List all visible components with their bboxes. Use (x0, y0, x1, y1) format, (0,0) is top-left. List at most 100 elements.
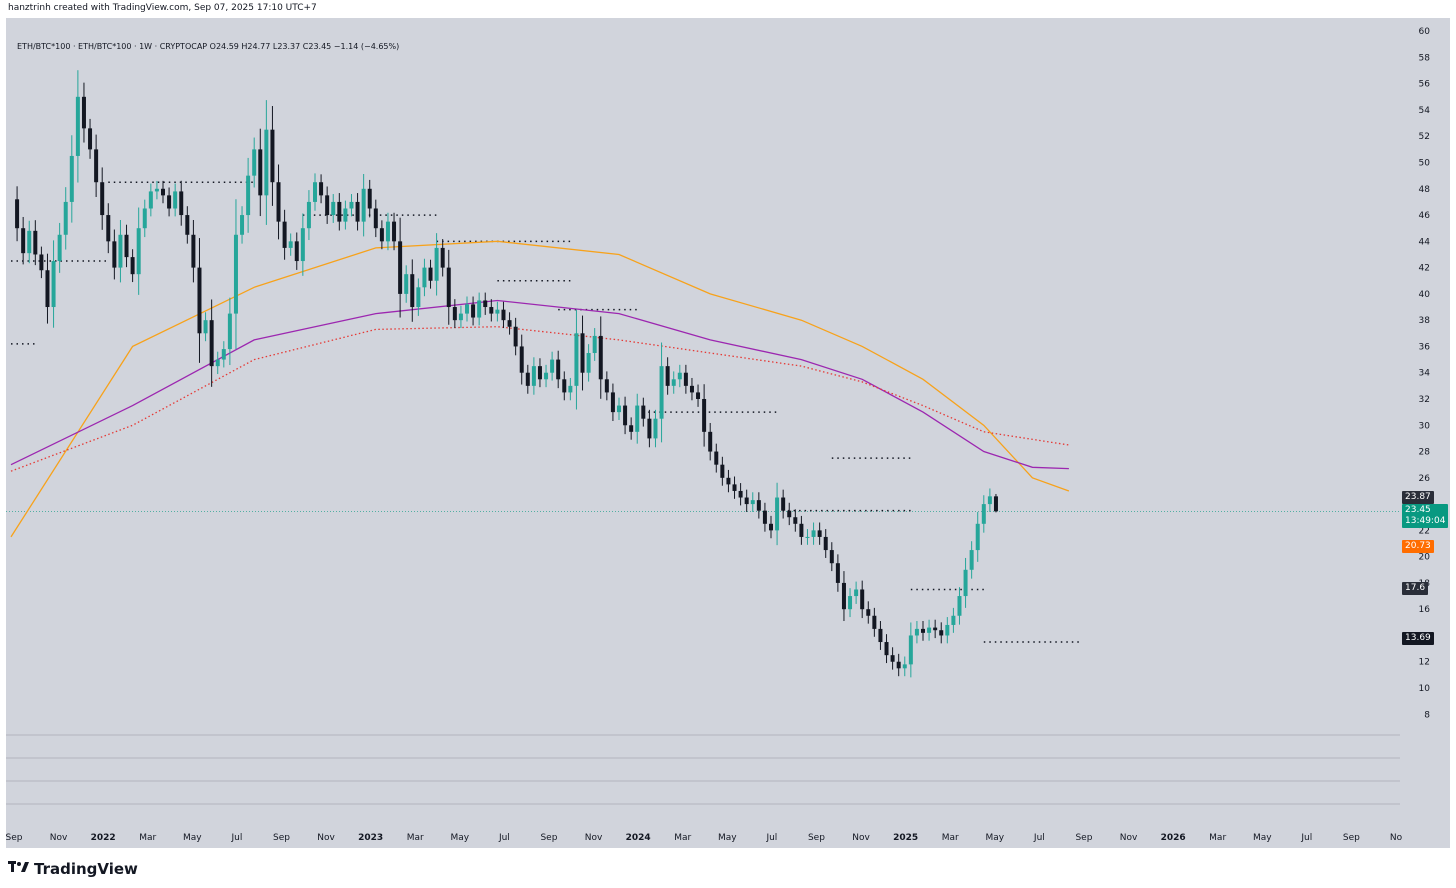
red-moving-average (10, 326, 1069, 472)
x-tick-label: May (1253, 833, 1272, 843)
symbol-legend[interactable]: ETH/BTC*100 · ETH/BTC*100 · 1W · CRYPTOC… (17, 42, 400, 51)
moving-averages (10, 240, 1070, 538)
bullish-candle (300, 228, 305, 262)
bearish-candle (781, 497, 786, 511)
bearish-candle (562, 379, 567, 393)
bullish-candle (75, 96, 80, 156)
bullish-candle (306, 201, 311, 229)
bearish-candle (161, 188, 165, 196)
bullish-candle (969, 550, 974, 570)
bearish-candle (866, 609, 871, 616)
x-tick-label: 2023 (358, 833, 383, 843)
bullish-candle (750, 500, 755, 505)
bullish-candle (902, 664, 907, 669)
bullish-candle (951, 615, 956, 625)
x-tick-label: Sep (6, 833, 23, 843)
bullish-candle (27, 230, 32, 254)
support-price-label: 17.6 (1402, 582, 1429, 595)
bullish-candle (465, 304, 469, 314)
bearish-candle (744, 497, 749, 505)
bearish-candle (829, 550, 834, 564)
bullish-candle (215, 359, 220, 367)
bullish-candle (659, 366, 664, 419)
bearish-candle (513, 326, 518, 347)
bullish-candle (240, 215, 245, 235)
bearish-candle (933, 627, 938, 631)
bearish-candle (88, 128, 93, 150)
bearish-candle (167, 195, 172, 209)
bearish-candle (939, 630, 944, 636)
chart-frame[interactable]: 8101214161820222426283032343638404244464… (6, 18, 1450, 848)
y-tick-label: 30 (1419, 421, 1431, 431)
bearish-candle (878, 628, 883, 643)
bullish-candle (811, 530, 816, 537)
y-tick-label: 32 (1419, 395, 1430, 405)
y-tick-label: 50 (1419, 159, 1431, 169)
y-tick-label: 56 (1419, 80, 1431, 90)
bullish-candle (148, 191, 153, 209)
x-tick-label: Mar (942, 833, 959, 843)
bullish-candle (477, 300, 482, 318)
x-tick-label: No (1390, 833, 1403, 843)
x-tick-label: Sep (1343, 833, 1360, 843)
bearish-candle (835, 563, 840, 583)
bearish-candle (124, 234, 129, 258)
y-tick-label: 10 (1419, 684, 1431, 694)
x-tick-label: 2024 (626, 833, 651, 843)
y-tick-label: 58 (1419, 53, 1431, 63)
bullish-candle (227, 313, 232, 350)
bearish-candle (282, 221, 287, 248)
y-tick-label: 22 (1419, 526, 1430, 536)
bearish-candle (483, 300, 488, 308)
bearish-candle (446, 267, 451, 308)
bullish-candle (586, 353, 591, 373)
bearish-candle (860, 589, 865, 610)
x-tick-label: 2025 (893, 833, 918, 843)
x-tick-label: Nov (50, 833, 68, 843)
bullish-candle (495, 309, 500, 314)
bearish-candle (890, 655, 895, 662)
x-axis[interactable]: Sep Nov 2022 Mar May Jul Sep Nov 2023 Mar May Jul Se… (6, 833, 1403, 843)
bearish-candle (610, 392, 615, 413)
bearish-candle (762, 510, 767, 524)
bearish-candle (525, 372, 530, 386)
bullish-candle (288, 241, 293, 248)
bullish-candle (252, 149, 257, 176)
y-axis[interactable]: 8101214161820222426283032343638404244464… (1419, 27, 1431, 720)
bullish-candle (69, 155, 74, 202)
bullish-candle (671, 379, 676, 386)
x-tick-label: Nov (317, 833, 335, 843)
bearish-candle (325, 195, 330, 216)
x-tick-label: Nov (852, 833, 870, 843)
bearish-candle (319, 182, 324, 196)
bearish-candle (683, 372, 688, 386)
bullish-candle (385, 221, 390, 242)
bearish-candle (756, 500, 761, 511)
y-tick-label: 36 (1419, 342, 1431, 352)
bearish-candle (94, 149, 99, 183)
bearish-candle (276, 182, 281, 222)
tradingview-branding[interactable]: TradingView (8, 859, 138, 878)
bullish-candle (945, 624, 950, 636)
bearish-candle (489, 307, 494, 314)
x-tick-label: May (718, 833, 737, 843)
candles (15, 70, 998, 678)
x-tick-label: Mar (1209, 833, 1226, 843)
bearish-candle (15, 199, 20, 229)
bullish-candle (343, 208, 348, 222)
bullish-candle (981, 504, 986, 524)
price-chart[interactable]: 8101214161820222426283032343638404244464… (6, 18, 1450, 848)
y-tick-label: 28 (1419, 448, 1431, 458)
y-tick-label: 26 (1419, 474, 1431, 484)
bearish-candle (379, 228, 384, 242)
bullish-candle (957, 596, 962, 616)
y-tick-label: 8 (1424, 710, 1430, 720)
bullish-candle (635, 405, 640, 432)
y-tick-label: 40 (1419, 290, 1431, 300)
bearish-candle (367, 188, 372, 209)
y-tick-label: 16 (1419, 605, 1431, 615)
bearish-candle (629, 425, 634, 432)
x-tick-label: Sep (273, 833, 290, 843)
current-price-label: 23.45 13:49:04 (1402, 504, 1449, 528)
y-tick-label: 52 (1419, 132, 1430, 142)
